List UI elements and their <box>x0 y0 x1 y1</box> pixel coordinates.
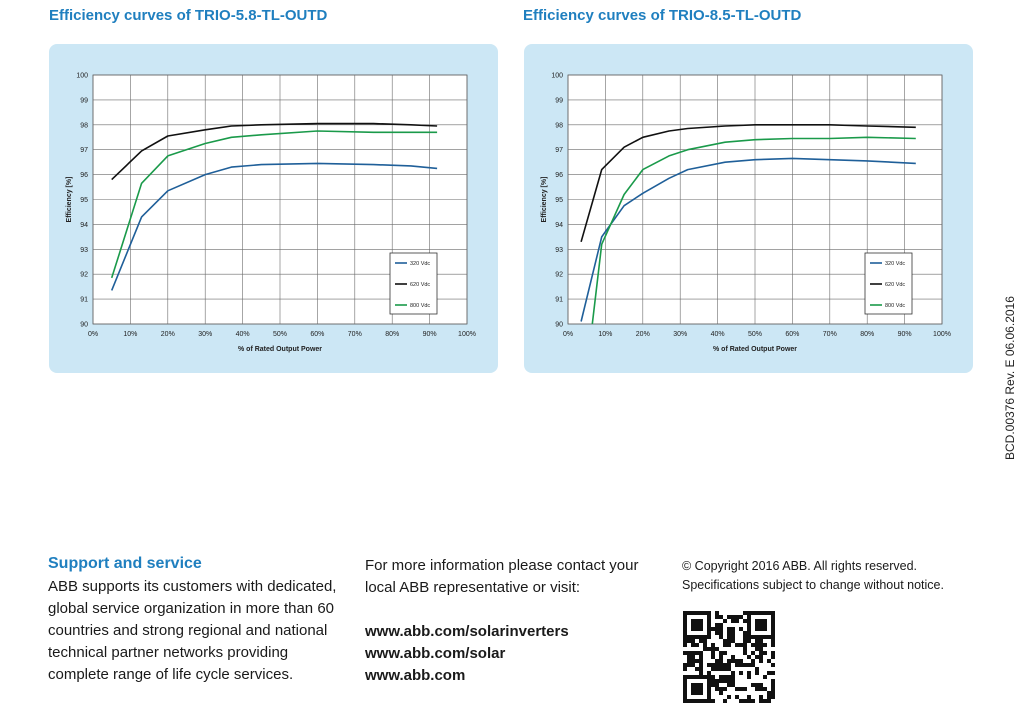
x-axis-label: % of Rated Output Power <box>238 346 322 353</box>
efficiency-chart-trio-5-8: 0% 10% 20% 30% 40% 50% 60% 70% 80% 90% 100% 90 91 92 9… <box>66 73 476 354</box>
efficiency-chart-trio-8-5: 0% 10% 20% 30% 40% 50% 60% 70% 80% 90% 100% 90 91 92 9… <box>541 73 951 354</box>
link-solar[interactable]: www.abb.com/solar <box>365 645 506 662</box>
series-line <box>580 124 916 243</box>
y-tick-label: 97 <box>555 147 563 154</box>
copyright-line: © Copyright 2016 ABB. All rights reserve… <box>682 559 918 573</box>
x-tick-label: 100% <box>458 331 476 338</box>
y-tick-label: 95 <box>555 197 563 204</box>
y-tick-label: 99 <box>555 97 563 104</box>
x-tick-label: 0% <box>563 331 573 338</box>
x-tick-label: 60% <box>310 331 324 338</box>
y-tick-label: 91 <box>80 297 88 304</box>
x-tick-label: 0% <box>88 331 98 338</box>
document-code: BCD.00376 Rev. E 06.06.2016 <box>1003 296 1017 460</box>
support-text: ABB supports its customers with dedicate… <box>48 578 337 683</box>
y-tick-label: 96 <box>555 172 563 179</box>
series-line <box>110 162 438 291</box>
x-tick-label: 30% <box>198 331 212 338</box>
qr-code-icon <box>683 611 775 703</box>
series-line <box>110 130 438 279</box>
y-axis-label: Efficiency [%] <box>66 177 73 223</box>
x-tick-label: 30% <box>673 331 687 338</box>
legend-label: 320 Vdc <box>885 261 905 267</box>
y-tick-label: 94 <box>555 222 563 229</box>
y-tick-label: 94 <box>80 222 88 229</box>
series-line <box>111 122 438 181</box>
chart-panel-trio-8-5: 0% 10% 20% 30% 40% 50% 60% 70% 80% 90% 100% 90 91 92 9… <box>524 44 973 373</box>
x-tick-label: 40% <box>711 331 725 338</box>
x-tick-label: 80% <box>385 331 399 338</box>
y-tick-label: 90 <box>555 322 563 329</box>
y-tick-label: 99 <box>80 97 88 104</box>
x-tick-label: 20% <box>161 331 175 338</box>
x-tick-label: 70% <box>348 331 362 338</box>
x-tick-label: 50% <box>273 331 287 338</box>
y-axis-label: Efficiency [%] <box>541 177 548 223</box>
series-line <box>591 136 916 325</box>
chart-title-trio-5-8: Efficiency curves of TRIO-5.8-TL-OUTD <box>49 7 328 24</box>
x-tick-label: 70% <box>823 331 837 338</box>
legend-label: 620 Vdc <box>410 282 430 288</box>
legend-label: 800 Vdc <box>885 303 905 309</box>
chart-panel-trio-5-8: 0% 10% 20% 30% 40% 50% 60% 70% 80% 90% 100% 90 91 92 9… <box>49 44 498 373</box>
y-tick-label: 92 <box>80 272 88 279</box>
x-tick-label: 90% <box>423 331 437 338</box>
x-tick-label: 10% <box>123 331 137 338</box>
copyright: © Copyright 2016 ABB. All rights reserve… <box>682 557 944 595</box>
y-tick-label: 92 <box>555 272 563 279</box>
x-tick-label: 40% <box>236 331 250 338</box>
y-tick-label: 98 <box>80 122 88 129</box>
x-tick-label: 50% <box>748 331 762 338</box>
link-list: www.abb.com/solarinverters www.abb.com/s… <box>365 621 569 687</box>
legend-label: 320 Vdc <box>410 261 430 267</box>
y-tick-label: 93 <box>555 247 563 254</box>
y-tick-label: 100 <box>551 73 563 80</box>
legend-label: 800 Vdc <box>410 303 430 309</box>
x-tick-label: 20% <box>636 331 650 338</box>
y-tick-label: 95 <box>80 197 88 204</box>
x-tick-label: 60% <box>785 331 799 338</box>
x-axis-label: % of Rated Output Power <box>713 346 797 353</box>
link-solarinverters[interactable]: www.abb.com/solarinverters <box>365 623 569 640</box>
legend-label: 620 Vdc <box>885 282 905 288</box>
y-tick-label: 91 <box>555 297 563 304</box>
disclaimer-line: Specifications subject to change without… <box>682 578 944 592</box>
y-tick-label: 97 <box>80 147 88 154</box>
x-tick-label: 80% <box>860 331 874 338</box>
support-title: Support and service <box>48 555 202 572</box>
series-line <box>580 157 916 322</box>
contact-text: For more information please contact your… <box>365 557 639 596</box>
x-tick-label: 10% <box>598 331 612 338</box>
y-tick-label: 93 <box>80 247 88 254</box>
y-tick-label: 100 <box>76 73 88 80</box>
y-tick-label: 90 <box>80 322 88 329</box>
chart-title-trio-8-5: Efficiency curves of TRIO-8.5-TL-OUTD <box>523 7 802 24</box>
y-tick-label: 98 <box>555 122 563 129</box>
link-abb[interactable]: www.abb.com <box>365 667 466 684</box>
x-tick-label: 100% <box>933 331 951 338</box>
y-tick-label: 96 <box>80 172 88 179</box>
x-tick-label: 90% <box>898 331 912 338</box>
